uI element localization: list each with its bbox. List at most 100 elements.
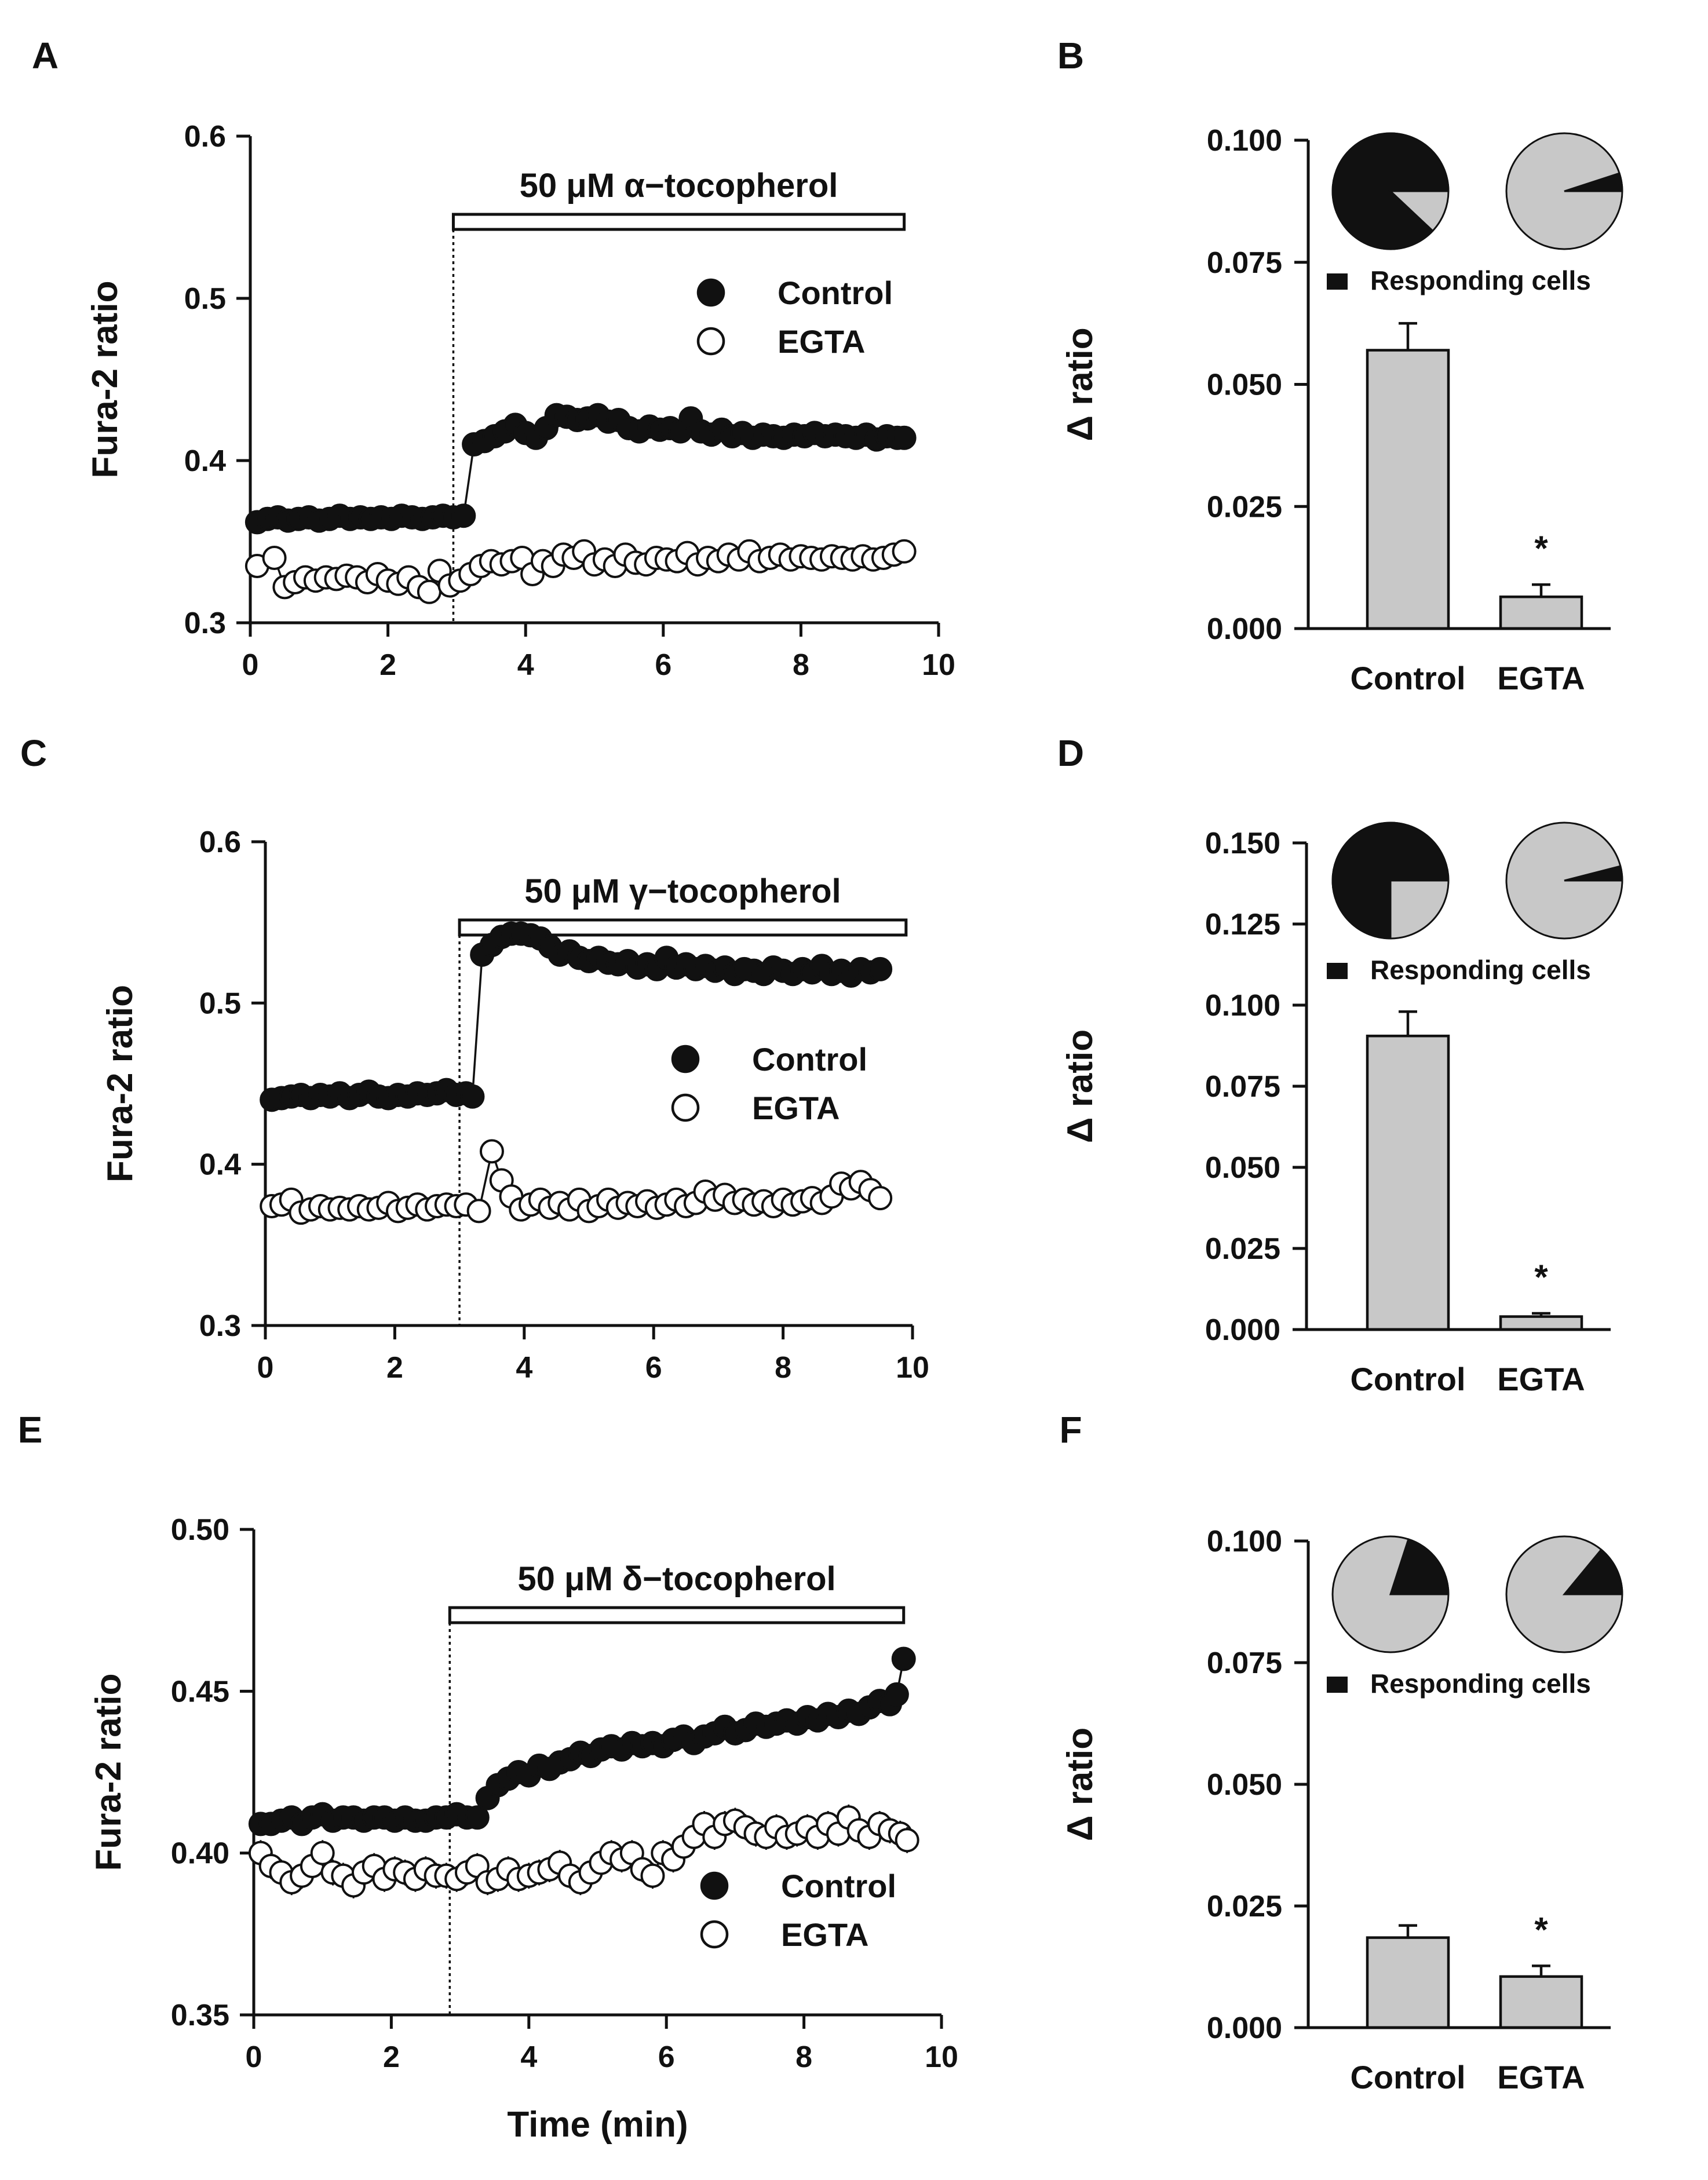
panel-label-c: C [20,732,47,774]
panel-b: B 0.000 0.025 0.050 0.075 0.100 Δ ratio Control… [1057,35,1623,696]
y-tick-label-f: 0.050 [1207,1768,1282,1802]
treatment-bar-e [448,1606,906,1624]
data-point-egta-e [310,1841,335,1865]
data-point-control-c [868,956,893,981]
x-tick-label-a: 4 [517,648,534,682]
pie-legend-swatch-f [1327,1677,1348,1693]
x-tick-label-e: 4 [520,2040,537,2074]
y-tick-label-c: 0.4 [199,1148,241,1182]
y-tick-label-e: 0.35 [171,1999,229,2032]
legend-label-egta-c: EGTA [752,1090,840,1126]
x-tick-label-e: 2 [383,2040,400,2074]
y-axis-label-f: Δ ratio [1060,1728,1100,1841]
x-tick-label-c: 2 [386,1351,403,1385]
pie-slice-responding-control-b [1331,132,1450,250]
y-tick-label-b: 0.050 [1207,368,1282,402]
legend-marker-egta-c [671,1093,700,1122]
y-tick-label-e: 0.50 [171,1513,229,1547]
legend-marker-control-a [696,278,725,307]
panel-label-f: F [1059,1409,1082,1451]
treatment-label-a: 50 μM α−tocopherol [520,167,838,205]
panel-f: F 0.000 0.025 0.050 0.075 0.100 Δ ratio Control… [1059,1409,1623,2095]
x-category-label-control-f: Control [1350,2059,1465,2095]
data-point-control-c [460,1084,485,1109]
data-point-control-a [451,503,476,528]
significance-marker-f: * [1534,1910,1548,1949]
panel-label-e: E [18,1409,43,1451]
x-axis-label-e: Time (min) [507,2105,688,2145]
legend-marker-control-e [700,1871,729,1900]
panel-label-a: A [32,35,59,76]
pie-slice-responding-egta-b [1564,172,1623,192]
y-tick-label-a: 0.4 [184,444,226,478]
legend-marker-egta-a [696,327,725,356]
legend-marker-control-c [671,1045,700,1073]
data-point-egta-a [262,546,287,570]
significance-marker-d: * [1534,1258,1548,1297]
y-tick-label-f: 0.025 [1207,1890,1282,1923]
treatment-label-e: 50 μM δ−tocopherol [517,1560,835,1598]
y-tick-label-b: 0.100 [1207,124,1282,158]
y-tick-label-b: 0.025 [1207,490,1282,524]
bar-control-d [1366,1034,1450,1331]
y-tick-label-c: 0.6 [199,826,241,859]
data-point-egta-a [417,579,441,604]
pie-legend-swatch-b [1327,273,1348,290]
panel-label-b: B [1057,35,1084,76]
y-tick-label-d: 0.100 [1205,989,1280,1023]
pie-legend-label-b: Responding cells [1370,265,1591,295]
treatment-bar-a [451,213,906,231]
data-point-egta-c [466,1199,491,1224]
y-tick-label-d: 0.150 [1205,827,1280,860]
y-tick-label-d: 0.000 [1205,1313,1280,1347]
legend-label-egta-a: EGTA [778,323,865,360]
treatment-label-c: 50 μM γ−tocopherol [524,872,841,910]
pie-legend-label-d: Responding cells [1370,955,1591,985]
x-category-label-control-d: Control [1350,1361,1465,1397]
y-axis-label-d: Δ ratio [1060,1029,1100,1143]
y-tick-label-a: 0.6 [184,120,226,154]
x-tick-label-e: 10 [925,2040,958,2074]
pie-slice-responding-control-d [1331,821,1450,940]
x-tick-label-c: 10 [896,1351,929,1385]
pie-legend-swatch-d [1327,963,1348,979]
y-tick-label-c: 0.3 [199,1309,241,1343]
legend-label-control-e: Control [781,1868,896,1904]
bar-egta-b [1499,595,1583,630]
panel-a: A 0.3 0.4 0.5 0.6 0 2 4 6 8 10 Fura-2 ratio 50 μM α−… [32,35,955,682]
significance-marker-b: * [1534,529,1548,568]
data-point-control-e [465,1805,490,1830]
pie-legend-label-f: Responding cells [1370,1668,1591,1699]
x-category-label-egta-b: EGTA [1497,660,1585,696]
x-tick-label-a: 8 [793,648,809,682]
data-point-control-a [892,425,917,450]
y-tick-label-c: 0.5 [199,987,241,1020]
panel-label-d: D [1057,732,1084,774]
x-tick-label-a: 2 [379,648,396,682]
y-tick-label-f: 0.000 [1207,2011,1282,2045]
y-tick-label-a: 0.5 [184,282,226,316]
y-tick-label-e: 0.40 [171,1837,229,1871]
x-tick-label-e: 0 [246,2040,262,2074]
y-tick-label-b: 0.075 [1207,246,1282,280]
legend-label-egta-e: EGTA [781,1916,868,1953]
y-tick-label-d: 0.075 [1205,1070,1280,1104]
data-point-egta-a [892,539,917,564]
bar-egta-d [1499,1315,1583,1331]
bar-control-f [1366,1936,1450,2029]
x-tick-label-c: 8 [775,1351,791,1385]
pie-slice-responding-control-f [1389,1538,1450,1595]
panel-d: D 0.000 0.025 0.050 0.075 0.100 0.125 0.150 Δ ra… [1057,732,1623,1397]
data-point-control-e [884,1682,909,1707]
y-tick-label-e: 0.45 [171,1675,229,1708]
data-point-control-e [891,1646,916,1671]
y-axis-label-c: Fura-2 ratio [100,985,140,1182]
x-tick-label-c: 4 [516,1351,532,1385]
x-tick-label-a: 10 [922,648,955,682]
x-tick-label-a: 6 [655,648,671,682]
y-tick-label-d: 0.050 [1205,1151,1280,1185]
y-tick-label-f: 0.075 [1207,1646,1282,1680]
data-point-egta-c [479,1139,504,1164]
x-category-label-egta-d: EGTA [1497,1361,1585,1397]
